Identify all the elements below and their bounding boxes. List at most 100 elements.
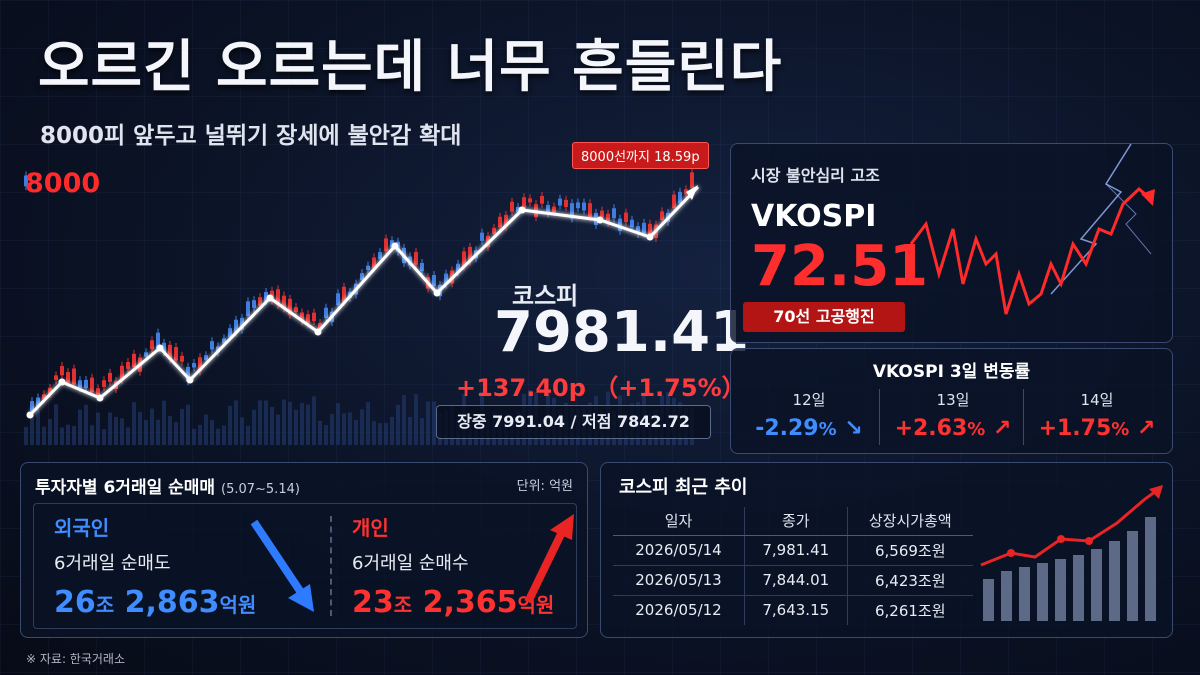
candle-body (318, 323, 322, 329)
candle-body (462, 251, 466, 267)
candle-body (198, 357, 202, 372)
candle-body (504, 214, 508, 227)
candle-body (228, 328, 232, 338)
volume-bar (264, 400, 268, 445)
table-row: 2026/05/13 7,844.01 6,423조원 (613, 564, 973, 595)
investor-panel: 투자자별 6거래일 순매매 (5.07~5.14) 단위: 억원 외국인 6거래… (20, 462, 588, 638)
candle-body (180, 355, 184, 362)
volume-bar (96, 412, 100, 445)
volume-bar (390, 416, 394, 445)
volume-bar (210, 420, 214, 445)
volume-bar (156, 419, 160, 445)
column-header: 종가 (744, 507, 848, 536)
candle-body (342, 286, 346, 302)
candle-body (498, 216, 502, 228)
candle-body (108, 372, 112, 382)
mini-arrowhead (1149, 485, 1163, 499)
trend-dot (391, 242, 399, 250)
candle-body (480, 232, 484, 241)
arrow-up-icon: ↗ (1137, 416, 1156, 441)
candle-body (630, 219, 634, 228)
divider (879, 389, 880, 445)
arrow-down-icon: ↘ (844, 416, 863, 441)
volume-bar (378, 423, 382, 445)
candle-body (510, 201, 514, 212)
volume-bar (30, 407, 34, 445)
candle-body (234, 319, 238, 333)
candle-body (540, 195, 544, 204)
candle-body (204, 355, 208, 360)
volume-bar (66, 424, 70, 445)
volume-bar (48, 418, 52, 445)
candle-body (126, 361, 130, 369)
vkospi-changes-title: VKOSPI 3일 변동률 (872, 362, 1031, 382)
volume-bar (360, 409, 364, 445)
candle-body (306, 314, 310, 324)
candle-body (192, 363, 196, 368)
table-cell: 2026/05/14 (613, 534, 745, 565)
headline: 오르긴 오르는데 너무 흔들린다 (38, 35, 783, 100)
trend-dot (58, 378, 66, 386)
investor-unit: 단위: 억원 (516, 479, 573, 494)
volume-bar (162, 400, 166, 445)
mini-trend-dots (1007, 535, 1093, 557)
candle-body (468, 246, 472, 262)
candle-body (420, 262, 424, 272)
candle-body (210, 341, 214, 350)
candle-body (360, 273, 364, 281)
volume-bar (414, 394, 418, 445)
volume-bar (72, 425, 76, 445)
volume-bar (366, 402, 370, 445)
volume-bar (144, 420, 148, 445)
candle-body (294, 307, 298, 313)
volume-bar (330, 413, 334, 445)
foreign-down-arrow-icon (250, 519, 314, 612)
mini-bars (983, 517, 1156, 621)
trend-dot (186, 376, 194, 384)
trend-dot (646, 233, 654, 241)
change-day: 13일 (936, 391, 970, 409)
candle-body (390, 240, 394, 248)
kospi-label: 코스피 (512, 282, 579, 310)
candle-body (612, 208, 616, 219)
change-cell-12: 12일 -2.29% ↘ (739, 385, 879, 447)
candle-body (246, 301, 250, 316)
trend-panel: 코스피 최근 추이 일자 종가 상장시가총액 2026/05/14 7,981.… (600, 462, 1173, 638)
table-header-row: 일자 종가 상장시가총액 (613, 507, 973, 536)
volume-bar (180, 408, 184, 445)
volume-bar (342, 413, 346, 445)
candle-body (642, 222, 646, 234)
candle-body (336, 293, 340, 306)
volume-bar (42, 426, 46, 445)
candle-body (576, 202, 580, 209)
candle-body (636, 226, 640, 234)
candle-body (672, 194, 676, 209)
vkospi-zigzag-chart (909, 144, 1155, 315)
candle-body (90, 377, 94, 393)
change-cell-14: 14일 +1.75% ↗ (1027, 385, 1167, 447)
candle-body (24, 175, 28, 187)
volume-bar (198, 424, 202, 445)
candle-body (516, 206, 520, 213)
gap-to-8000-badge: 8000선까지 18.59p (572, 142, 709, 169)
volume-bar (222, 425, 226, 445)
individual-desc: 6거래일 순매수 (352, 553, 469, 574)
mini-trend-line (980, 487, 1160, 567)
change-value: -2.29% ↘ (755, 416, 863, 441)
trend-dot (433, 289, 441, 297)
volume-bar (258, 400, 262, 445)
volume-bar (276, 414, 280, 445)
candle-body (54, 375, 58, 380)
candle-body (156, 332, 160, 349)
trend-table: 일자 종가 상장시가총액 2026/05/14 7,981.41 6,569조원… (613, 507, 973, 625)
candle-body (30, 401, 34, 412)
volume-bar (108, 412, 112, 445)
change-day: 12일 (792, 391, 826, 409)
candle-body (618, 218, 622, 231)
candle-body (144, 352, 148, 357)
volume-bar (114, 416, 118, 445)
candle-body (258, 297, 262, 306)
candle-body (384, 238, 388, 252)
candle-body (414, 252, 418, 265)
candle-body (366, 265, 370, 270)
